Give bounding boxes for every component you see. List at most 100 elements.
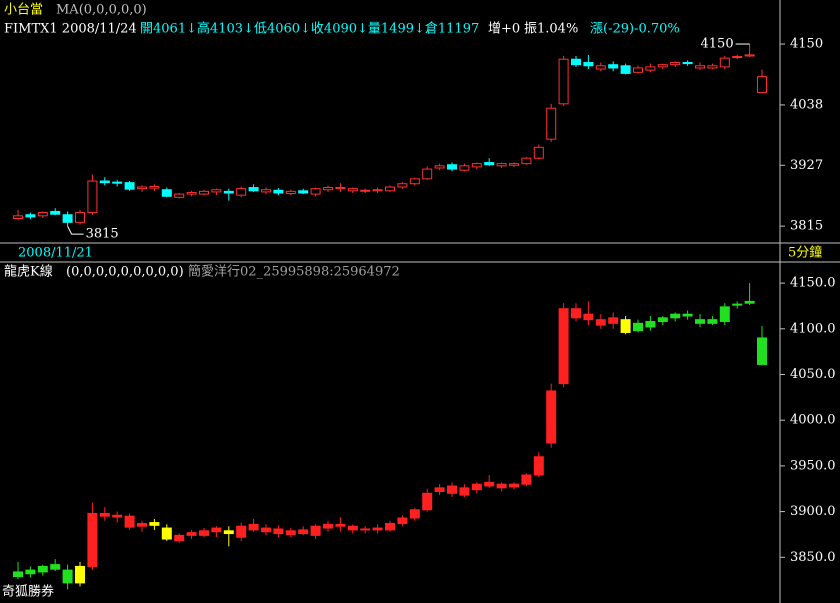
candle-body <box>459 487 470 496</box>
candle-body <box>174 534 185 542</box>
candle-body <box>149 185 160 189</box>
y-tick-label: 4150.0 <box>790 276 836 291</box>
candle-body <box>459 165 470 171</box>
candle-body <box>62 214 73 223</box>
y-tick-label: 4038 <box>790 97 823 112</box>
candle-body <box>434 165 445 169</box>
candle-body <box>422 492 433 511</box>
y-tick-label: 3850.0 <box>790 550 836 565</box>
candle-body <box>571 58 581 66</box>
candle-body <box>757 337 767 365</box>
candle-body <box>695 65 705 69</box>
candle-body <box>99 512 110 517</box>
candle-body <box>137 186 147 190</box>
candle-body <box>223 190 234 194</box>
candle-body <box>707 319 718 324</box>
candle-body <box>323 523 333 529</box>
period-label: 5分鐘 <box>788 245 822 261</box>
candle-body <box>546 107 557 140</box>
candle-body <box>385 186 395 192</box>
candle-body <box>732 303 743 306</box>
candle-body <box>372 189 383 192</box>
candle-body <box>50 210 61 215</box>
candle-body <box>633 67 643 73</box>
candle-body <box>25 569 36 575</box>
candle-body <box>211 527 222 533</box>
candle-body <box>99 180 110 184</box>
candle-body <box>757 76 767 93</box>
candle-body <box>13 571 23 577</box>
y-tick-label: 3950.0 <box>790 458 836 473</box>
candle-body <box>223 530 234 535</box>
candle-body <box>261 189 271 193</box>
candle-body <box>285 190 296 195</box>
candle-body <box>310 188 321 195</box>
candle-body <box>484 162 495 166</box>
candle-body <box>335 187 346 190</box>
candle-body <box>521 157 532 165</box>
candle-body <box>236 188 247 196</box>
candle-body <box>112 181 123 184</box>
candle-body <box>199 190 209 195</box>
y-tick-label: 4150 <box>790 37 823 52</box>
candle-body <box>62 569 73 584</box>
candle-body <box>422 168 433 180</box>
quote-ohlc: 開4061↓高4103↓低4060↓收4090↓量1499↓倉11197 <box>140 21 479 37</box>
candle-body <box>670 313 681 319</box>
candle-body <box>608 317 619 324</box>
panel-subtitle: 簡愛洋行02_25995898:25964972 <box>188 265 400 280</box>
candle-body <box>87 180 98 214</box>
candle-body <box>335 523 346 527</box>
candle-body <box>645 320 656 328</box>
y-tick-label: 4050.0 <box>790 367 836 382</box>
candle-body <box>372 527 383 531</box>
y-tick-label: 4000.0 <box>790 413 836 428</box>
candle-body <box>719 57 730 68</box>
candle-body <box>682 313 693 317</box>
candle-body <box>360 189 371 192</box>
candle-body <box>484 481 495 487</box>
candle-body <box>347 525 358 531</box>
candle-body <box>533 146 544 159</box>
candle-body <box>583 62 594 67</box>
quote-change: 增+0 <box>488 22 520 37</box>
candle-body <box>471 483 482 491</box>
candle-body <box>385 522 395 531</box>
candle-body <box>608 64 619 69</box>
candle-body <box>161 527 172 540</box>
footer-brand: 奇狐勝券 <box>2 584 54 600</box>
candle-body <box>347 188 358 192</box>
candle-body <box>434 487 445 492</box>
candle-body <box>273 528 284 535</box>
candle-body <box>261 527 271 533</box>
candle-body <box>13 215 23 220</box>
panel-title: 龍虎K線 <box>4 264 53 280</box>
candle-body <box>447 485 457 494</box>
ma-params: MA(0,0,0,0,0) <box>56 3 147 18</box>
candle-body <box>310 525 321 536</box>
candle-body <box>161 189 172 197</box>
candle-body <box>236 525 247 538</box>
candle-body <box>124 515 135 528</box>
candle-body <box>595 319 606 326</box>
candle-body <box>558 58 569 105</box>
candle-body <box>397 517 408 524</box>
candle-body <box>707 65 718 69</box>
candle-body <box>509 483 519 488</box>
candle-body <box>137 522 147 527</box>
candle-body <box>670 62 681 66</box>
candle-body <box>186 191 197 195</box>
quote-percent: 漲(-29)-0.70% <box>590 22 680 37</box>
candle-body <box>719 306 730 322</box>
candle-body <box>546 390 557 444</box>
date-label: 2008/11/21 <box>18 246 93 261</box>
candle-body <box>409 178 420 185</box>
candle-body <box>199 530 209 536</box>
y-tick-label: 3900.0 <box>790 504 836 519</box>
instrument-name: 小台當 <box>4 3 43 18</box>
candle-body <box>744 54 755 57</box>
candle-body <box>397 183 408 188</box>
candle-body <box>509 163 519 166</box>
